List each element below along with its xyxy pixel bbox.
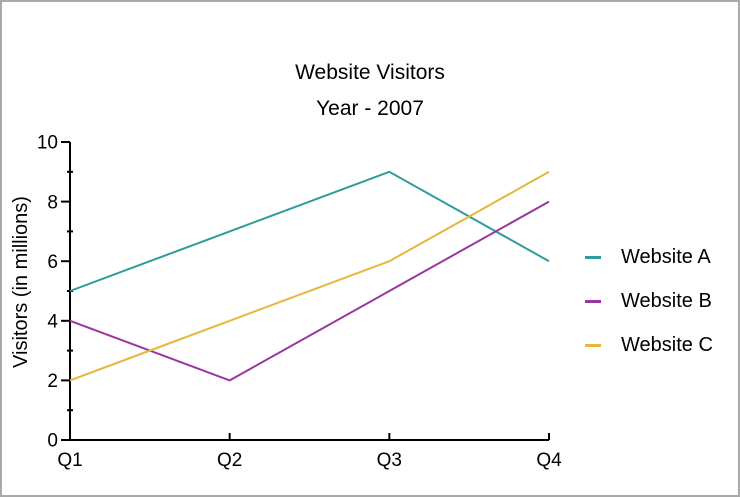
legend-swatch-icon — [585, 299, 601, 303]
chart-subtitle: Year - 2007 — [316, 97, 424, 120]
series-line-website-a — [69, 170, 550, 292]
y-tick-label: 6 — [47, 252, 58, 273]
y-tick-label: 4 — [47, 311, 58, 332]
x-tick-label: Q1 — [57, 450, 82, 471]
legend-label: Website A — [621, 245, 711, 268]
legend: Website A Website B Website C — [585, 235, 713, 367]
y-tick-label: 0 — [47, 431, 58, 452]
x-axis-ticks: Q1 Q2 Q3 Q4 — [57, 433, 562, 471]
x-tick-label: Q3 — [377, 450, 402, 471]
series-line-website-c — [69, 170, 550, 382]
y-tick-label: 10 — [37, 133, 58, 154]
legend-swatch-icon — [585, 343, 601, 347]
x-tick-label: Q4 — [536, 450, 562, 471]
chart-title: Website Visitors — [295, 61, 445, 84]
y-tick-label: 2 — [47, 371, 58, 392]
y-axis-ticks: 0 2 4 6 8 10 — [37, 133, 73, 452]
legend-label: Website B — [621, 289, 712, 312]
y-tick-label: 8 — [47, 192, 58, 213]
legend-item-website-a: Website A — [585, 235, 713, 279]
legend-item-website-b: Website B — [585, 279, 713, 323]
legend-swatch-icon — [585, 255, 601, 259]
series-lines — [69, 170, 550, 382]
legend-item-website-c: Website C — [585, 323, 713, 367]
x-tick-label: Q2 — [217, 450, 242, 471]
legend-label: Website C — [621, 333, 713, 356]
